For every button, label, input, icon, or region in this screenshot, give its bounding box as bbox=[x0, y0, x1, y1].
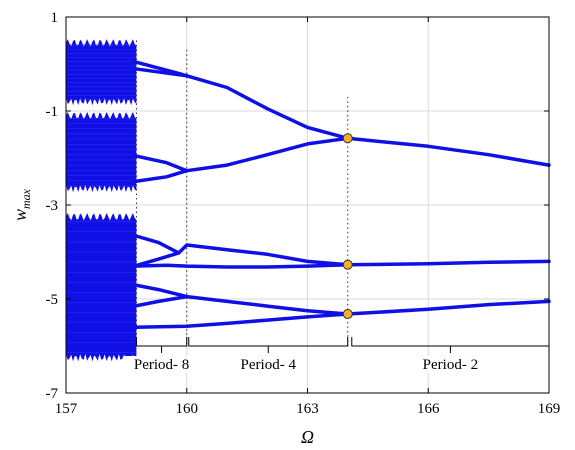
branch-line bbox=[132, 283, 350, 316]
x-tick-label: 160 bbox=[176, 401, 199, 417]
branch-line bbox=[132, 66, 350, 141]
y-tick-label: 1 bbox=[51, 10, 59, 26]
x-axis-title: Ω bbox=[301, 427, 314, 447]
branch-line bbox=[132, 59, 189, 78]
branch-line bbox=[132, 262, 350, 269]
bifurcation-marker bbox=[342, 309, 353, 320]
branch-lines bbox=[132, 59, 551, 329]
chaotic-region bbox=[66, 39, 137, 362]
chaotic-band bbox=[66, 39, 137, 106]
x-tick-label: 169 bbox=[538, 401, 561, 417]
grid bbox=[65, 16, 550, 394]
y-tick-label: -7 bbox=[46, 386, 59, 402]
branch-line bbox=[132, 168, 189, 184]
chaotic-band bbox=[66, 111, 137, 193]
x-tick-label: 163 bbox=[296, 401, 319, 417]
region-bracket bbox=[135, 337, 188, 347]
branch-line bbox=[132, 294, 189, 308]
x-tick-label: 166 bbox=[417, 401, 440, 417]
bifurcation-markers bbox=[342, 133, 353, 320]
y-tick-label: -1 bbox=[46, 104, 59, 120]
region-label: Period- 4 bbox=[241, 357, 297, 373]
region-bracket bbox=[188, 337, 349, 347]
region-label: Period- 8 bbox=[134, 357, 189, 373]
region-brackets: Period- 8 Period- 4 Period- 2 bbox=[124, 337, 550, 373]
branch-line bbox=[346, 136, 551, 167]
branch-line bbox=[132, 312, 350, 329]
y-tick-label: -3 bbox=[46, 198, 59, 214]
branch-line bbox=[132, 136, 350, 173]
y-tick-label: -5 bbox=[46, 292, 59, 308]
bifurcation-marker bbox=[342, 133, 353, 144]
branch-line bbox=[346, 259, 551, 267]
y-axis-title: wmax bbox=[10, 188, 33, 221]
region-label-background bbox=[230, 356, 306, 373]
region-label: Period- 2 bbox=[423, 357, 478, 373]
region-bracket bbox=[351, 337, 550, 347]
branch-line bbox=[132, 233, 181, 255]
bifurcation-marker bbox=[342, 259, 353, 270]
y-axis-title-subscript: max bbox=[19, 188, 33, 209]
region-label-background bbox=[124, 356, 199, 373]
chaotic-band bbox=[66, 213, 137, 362]
branch-line bbox=[346, 299, 551, 316]
branch-line bbox=[132, 243, 350, 268]
region-label-background bbox=[413, 356, 488, 373]
axis-ticks: 157 160 163 166 169 -7 -5 -3 -1 1 bbox=[46, 10, 561, 417]
x-tick-label: 157 bbox=[55, 401, 78, 417]
y-axis-title-base: w bbox=[10, 209, 30, 221]
